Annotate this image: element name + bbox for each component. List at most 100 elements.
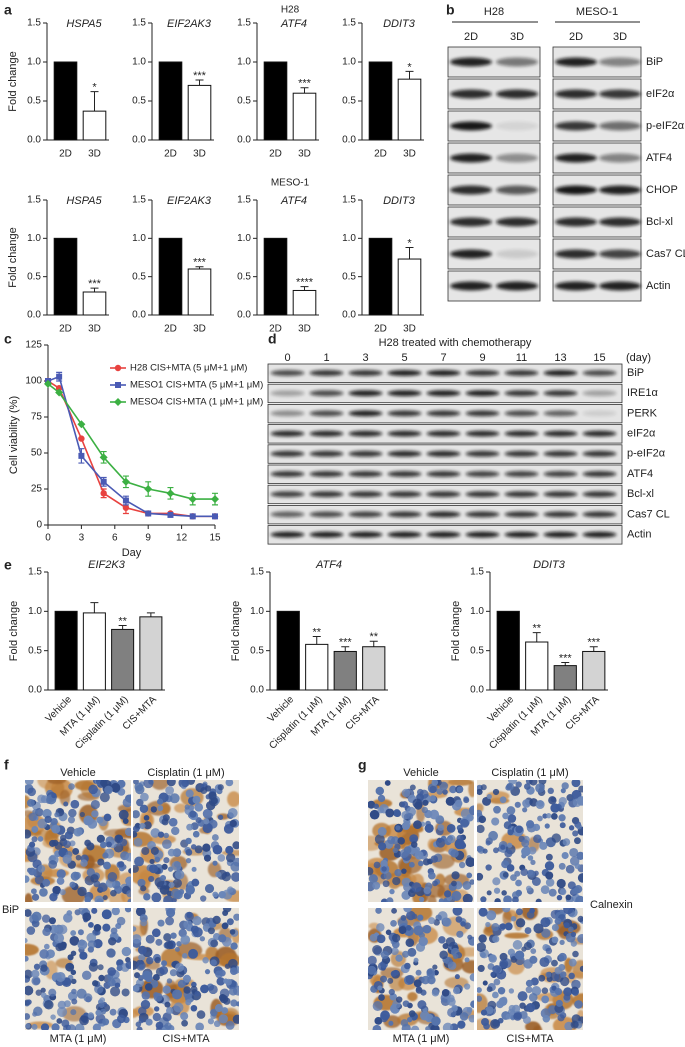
nucleus	[550, 803, 560, 813]
nucleus	[185, 858, 192, 864]
bar	[82, 291, 107, 316]
nucleus	[482, 848, 488, 854]
nucleus	[555, 999, 563, 1007]
bar	[187, 84, 212, 141]
nucleus	[551, 959, 558, 967]
nucleus	[75, 854, 82, 861]
nucleus	[188, 948, 199, 959]
nucleus	[185, 789, 194, 798]
nucleus	[116, 965, 123, 972]
nucleus	[374, 834, 385, 845]
blot-band	[270, 430, 305, 437]
nucleus	[108, 937, 117, 946]
x-tick-label: 2D	[269, 324, 282, 335]
nucleus	[567, 881, 576, 890]
blot-band	[582, 450, 617, 457]
nucleus	[565, 894, 572, 901]
nucleus	[133, 810, 140, 819]
nucleus	[506, 806, 516, 815]
nucleus	[25, 985, 34, 996]
stain	[407, 991, 418, 1002]
blot-band	[348, 531, 383, 538]
chart-title: DDIT3	[383, 18, 416, 30]
nucleus	[387, 836, 396, 844]
nucleus	[162, 839, 172, 850]
nucleus	[157, 831, 165, 838]
y-tick-label: 0.0	[27, 310, 41, 321]
nucleus	[574, 863, 581, 869]
nucleus	[368, 965, 377, 975]
x-tick-label: 3D	[193, 324, 206, 335]
bar	[111, 628, 135, 691]
blot-row	[267, 363, 623, 383]
protein-label: BiP	[646, 56, 663, 68]
protein-label: PERK	[627, 407, 658, 419]
nucleus	[165, 1006, 174, 1015]
nucleus	[469, 879, 474, 885]
blot-band	[599, 217, 641, 227]
nucleus	[464, 957, 470, 963]
nucleus	[373, 803, 380, 810]
blot-band	[599, 89, 641, 99]
nucleus	[41, 914, 51, 923]
nucleus	[77, 886, 87, 897]
nucleus	[574, 1000, 583, 1009]
legend-marker	[114, 364, 122, 372]
nucleus	[512, 896, 519, 902]
y-tick-label: 75	[31, 412, 43, 423]
bar	[82, 612, 106, 691]
x-axis-label: Day	[122, 547, 142, 559]
nucleus	[199, 936, 206, 942]
x-tick-label: 3D	[403, 324, 416, 335]
nucleus	[526, 910, 535, 919]
panel-letter: c	[4, 331, 12, 347]
stain	[504, 932, 530, 939]
nucleus	[389, 888, 395, 895]
blot-row	[267, 464, 623, 484]
point	[167, 511, 174, 518]
nucleus	[459, 1012, 469, 1021]
blot-band	[450, 153, 492, 163]
micrograph	[368, 780, 474, 902]
nucleus	[514, 801, 521, 808]
x-tick-label: 3D	[88, 324, 101, 335]
blot-row	[267, 424, 623, 444]
nucleus	[40, 964, 48, 972]
protein-label: Actin	[646, 280, 670, 292]
day-label: 7	[440, 352, 446, 364]
nucleus	[477, 788, 483, 796]
stain	[444, 976, 469, 989]
nucleus	[368, 800, 376, 809]
nucleus	[477, 824, 485, 834]
nucleus	[51, 824, 61, 834]
nucleus	[376, 923, 385, 932]
nucleus	[426, 968, 435, 977]
micrograph-texture	[368, 908, 474, 1030]
bar	[263, 237, 288, 316]
y-tick-label: 1.0	[27, 233, 41, 244]
nucleus	[502, 812, 509, 820]
nucleus	[477, 845, 483, 853]
nucleus	[31, 969, 40, 979]
nucleus	[79, 811, 85, 818]
nucleus	[48, 860, 58, 869]
nucleus	[135, 978, 145, 988]
treatment-label: MTA (1 μM)	[393, 1033, 450, 1045]
nucleus	[215, 871, 222, 878]
nucleus	[69, 840, 76, 847]
bar	[292, 289, 317, 316]
y-tick-label: 1.5	[342, 195, 356, 206]
nucleus	[380, 898, 388, 902]
nucleus	[55, 971, 66, 983]
blot-band	[496, 217, 538, 227]
nucleus	[39, 888, 48, 897]
blot-band	[270, 531, 305, 538]
nucleus	[194, 990, 200, 997]
nucleus	[48, 988, 57, 997]
nucleus	[510, 915, 517, 922]
nucleus	[402, 1000, 410, 1008]
nucleus	[451, 880, 457, 887]
nucleus	[556, 894, 563, 901]
y-tick-label: 0.5	[470, 645, 484, 656]
nucleus	[133, 837, 143, 847]
